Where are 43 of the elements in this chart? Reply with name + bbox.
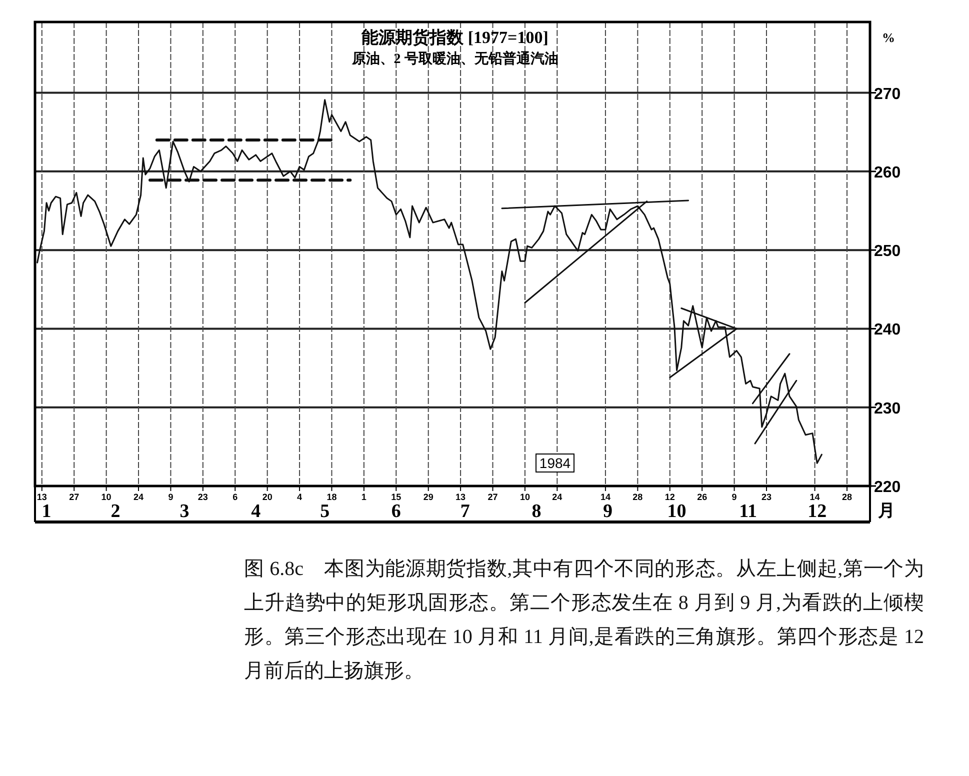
y-tick-label: 230 bbox=[874, 400, 901, 418]
x-tick-label: 4 bbox=[297, 492, 302, 502]
x2-tick-label: 11 bbox=[739, 501, 758, 522]
x-tick-label: 27 bbox=[69, 492, 80, 502]
x-tick-label: 1 bbox=[361, 492, 366, 502]
x-tick-label: 28 bbox=[632, 492, 643, 502]
y-tick-label: 270 bbox=[874, 86, 901, 103]
x-tick-label: 10 bbox=[520, 492, 530, 502]
x-tick-label: 24 bbox=[552, 492, 562, 502]
text: 原油、2 号取暖油、无铅普通汽油 bbox=[350, 50, 558, 67]
x-axis-title: 月 bbox=[877, 501, 895, 520]
x2-tick-label: 7 bbox=[460, 501, 470, 522]
x-tick-label: 20 bbox=[262, 492, 272, 502]
x-tick-label: 27 bbox=[488, 492, 498, 502]
x2-tick-label: 3 bbox=[180, 501, 190, 522]
x-tick-label: 23 bbox=[761, 492, 772, 502]
x-tick-label: 13 bbox=[456, 492, 466, 502]
x-tick-label: 6 bbox=[232, 492, 238, 502]
y-axis-title: % bbox=[882, 30, 895, 45]
y-tick-label: 220 bbox=[874, 479, 901, 496]
x-tick-label: 23 bbox=[198, 492, 208, 502]
x-tick-label: 15 bbox=[391, 492, 402, 502]
x-tick-label: 26 bbox=[697, 492, 708, 502]
x-tick-label: 24 bbox=[134, 492, 144, 502]
x2-tick-label: 8 bbox=[532, 501, 542, 522]
y-tick-label: 240 bbox=[874, 322, 901, 339]
x-tick-label: 18 bbox=[326, 492, 337, 502]
x-tick-label: 28 bbox=[842, 492, 852, 502]
chart-title: 能源期货指数 [1977=100] bbox=[362, 28, 548, 47]
x-tick-label: 12 bbox=[664, 492, 675, 502]
y-tick-label: 260 bbox=[874, 164, 901, 182]
x-tick-label: 9 bbox=[732, 492, 737, 502]
x-tick-label: 10 bbox=[101, 492, 112, 502]
x2-tick-label: 2 bbox=[110, 501, 120, 522]
caption: 图 6.8c 本图为能源期货指数,其中有四个不同的形态。从左上侧起,第一个为上升趋势中的矩形巩固形态。第二个形态发生在 8 月到 9 月,为看跌的上倾楔形。第三个形态出现在 10 月和 11 月间,是看跌的三角旗形。第四个形态是 12 月前后的上扬旗形。 bbox=[244, 557, 924, 684]
x-tick-label: 14 bbox=[600, 492, 610, 502]
annotation: 1984 bbox=[539, 455, 571, 471]
x-tick-label: 13 bbox=[36, 492, 47, 502]
x-tick-label: 29 bbox=[423, 492, 434, 502]
y-tick-label: 250 bbox=[874, 243, 901, 260]
x2-tick-label: 5 bbox=[320, 501, 330, 522]
x-tick-label: 14 bbox=[810, 492, 820, 502]
x-tick-label: 9 bbox=[168, 492, 174, 502]
